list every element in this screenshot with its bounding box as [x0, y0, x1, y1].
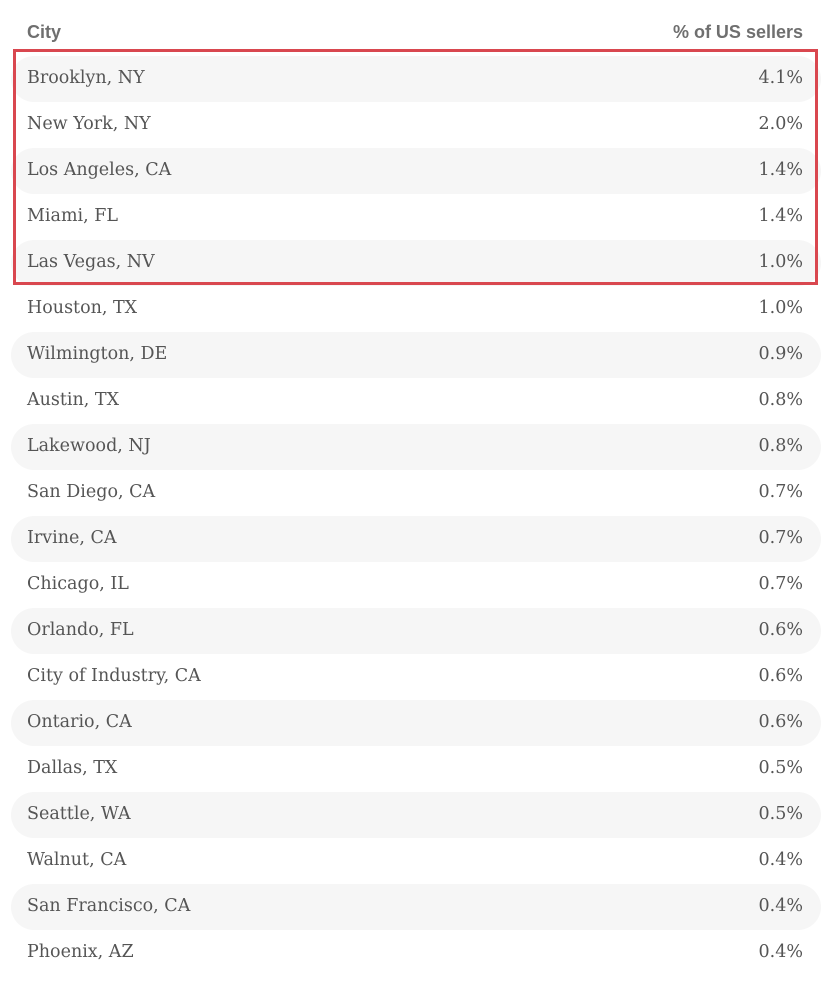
table-row: New York, NY 2.0%: [11, 102, 821, 148]
table-row: Houston, TX 1.0%: [11, 286, 821, 332]
percent-cell: 1.4%: [758, 160, 803, 180]
percent-cell: 0.4%: [758, 942, 803, 962]
percent-cell: 0.4%: [758, 896, 803, 916]
percent-cell: 0.5%: [758, 758, 803, 778]
percent-cell: 2.0%: [758, 114, 803, 134]
table-header: City % of US sellers: [11, 12, 821, 56]
percent-cell: 0.7%: [758, 574, 803, 594]
percent-cell: 0.8%: [758, 390, 803, 410]
table-row: Orlando, FL 0.6%: [11, 608, 821, 654]
city-cell: San Diego, CA: [27, 482, 156, 502]
percent-column-header: % of US sellers: [672, 22, 803, 42]
percent-cell: 1.4%: [758, 206, 803, 226]
table-row: Seattle, WA 0.5%: [11, 792, 821, 838]
table-body: Brooklyn, NY 4.1% New York, NY 2.0% Los Ange…: [11, 56, 821, 976]
table-row: Miami, FL 1.4%: [11, 194, 821, 240]
city-cell: Las Vegas, NV: [27, 252, 155, 272]
table-row: Ontario, CA 0.6%: [11, 700, 821, 746]
percent-cell: 0.7%: [758, 482, 803, 502]
city-column-header: City: [27, 22, 62, 42]
percent-cell: 0.7%: [758, 528, 803, 548]
city-cell: Austin, TX: [27, 390, 120, 410]
city-cell: Los Angeles, CA: [27, 160, 172, 180]
table-row: Chicago, IL 0.7%: [11, 562, 821, 608]
percent-cell: 0.6%: [758, 666, 803, 686]
table-row: Lakewood, NJ 0.8%: [11, 424, 821, 470]
table-row: Las Vegas, NV 1.0%: [11, 240, 821, 286]
percent-cell: 0.8%: [758, 436, 803, 456]
city-cell: Ontario, CA: [27, 712, 132, 732]
table-row: Wilmington, DE 0.9%: [11, 332, 821, 378]
percent-cell: 1.0%: [758, 252, 803, 272]
table-row: Los Angeles, CA 1.4%: [11, 148, 821, 194]
table-row: Dallas, TX 0.5%: [11, 746, 821, 792]
city-cell: San Francisco, CA: [27, 896, 191, 916]
percent-cell: 1.0%: [758, 298, 803, 318]
city-cell: Walnut, CA: [27, 850, 127, 870]
table-row: City of Industry, CA 0.6%: [11, 654, 821, 700]
percent-cell: 0.4%: [758, 850, 803, 870]
percent-cell: 0.6%: [758, 712, 803, 732]
city-cell: Miami, FL: [27, 206, 119, 226]
table-row: Austin, TX 0.8%: [11, 378, 821, 424]
city-cell: Orlando, FL: [27, 620, 134, 640]
table-row: Irvine, CA 0.7%: [11, 516, 821, 562]
table-row: Walnut, CA 0.4%: [11, 838, 821, 884]
city-cell: City of Industry, CA: [27, 666, 201, 686]
table-row: San Francisco, CA 0.4%: [11, 884, 821, 930]
sellers-table: City % of US sellers Brooklyn, NY 4.1% New…: [11, 12, 821, 976]
table-row: San Diego, CA 0.7%: [11, 470, 821, 516]
city-cell: Brooklyn, NY: [27, 68, 145, 88]
percent-cell: 4.1%: [758, 68, 803, 88]
percent-cell: 0.9%: [758, 344, 803, 364]
city-cell: Lakewood, NJ: [27, 436, 151, 456]
table-row: Brooklyn, NY 4.1%: [11, 56, 821, 102]
city-cell: New York, NY: [27, 114, 151, 134]
city-cell: Irvine, CA: [27, 528, 117, 548]
city-cell: Houston, TX: [27, 298, 138, 318]
city-cell: Phoenix, AZ: [27, 942, 134, 962]
city-cell: Dallas, TX: [27, 758, 118, 778]
percent-cell: 0.6%: [758, 620, 803, 640]
city-cell: Seattle, WA: [27, 804, 131, 824]
city-cell: Chicago, IL: [27, 574, 129, 594]
table-row: Phoenix, AZ 0.4%: [11, 930, 821, 976]
percent-cell: 0.5%: [758, 804, 803, 824]
city-cell: Wilmington, DE: [27, 344, 168, 364]
